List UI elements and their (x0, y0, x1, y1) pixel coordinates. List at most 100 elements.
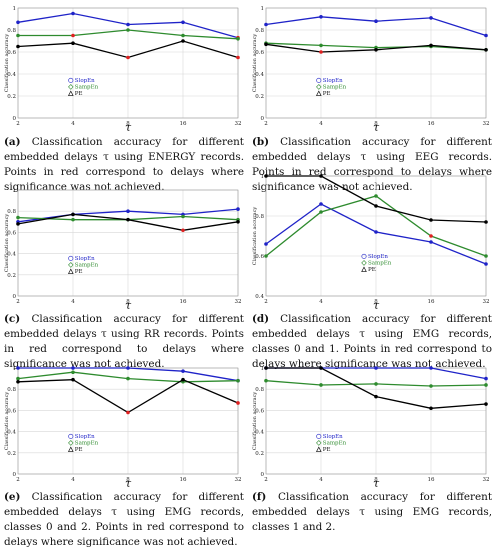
y-axis-label: Classification accuracy (4, 214, 10, 273)
x-tick-label: 4 (71, 299, 75, 305)
y-tick-label: 0 (261, 472, 265, 478)
y-tick-label: 0.6 (7, 230, 16, 236)
data-point-pe (319, 366, 323, 370)
legend-label: PE (75, 447, 83, 453)
legend-label: SlopEn (368, 254, 388, 260)
caption-d: (d) Classification accuracy for differen… (252, 312, 492, 372)
data-point-pe (429, 218, 433, 222)
data-point-sampen (126, 28, 130, 32)
data-point-slopen (181, 20, 185, 25)
data-point-pe (181, 377, 185, 382)
data-point-sampen (181, 33, 185, 38)
x-tick-label: 16 (180, 477, 187, 483)
data-point-slopen (264, 242, 268, 246)
x-tick-label: 4 (319, 121, 323, 127)
data-point-sampen (374, 194, 378, 198)
y-tick-label: 0.4 (7, 430, 16, 436)
y-tick-label: 0.2 (7, 451, 16, 457)
caption-text-d: Classification accuracy for different em… (252, 313, 492, 370)
x-tick-label: 32 (235, 121, 242, 127)
legend-label: PE (75, 91, 83, 97)
legend-diamond-icon (316, 84, 322, 90)
x-axis-label: τ (373, 121, 380, 134)
y-tick-label: 0.6 (255, 50, 264, 56)
y-tick-label: 0 (13, 116, 17, 122)
y-tick-label: 1 (13, 6, 17, 12)
plot-frame (17, 7, 239, 119)
x-tick-label: 8 (126, 299, 130, 305)
chart-c: 0 0.2 0.4 0.6 0.8 1 2 4 8 16 32 τ Classification acc… (4, 188, 242, 312)
data-point-sampen (71, 370, 75, 375)
x-tick-label: 4 (71, 121, 75, 127)
legend-label: SampEn (323, 441, 347, 447)
data-point-pe (16, 222, 20, 226)
x-tick-label: 8 (374, 299, 378, 305)
y-tick-label: 1 (13, 188, 17, 194)
x-tick-label: 8 (374, 477, 378, 483)
legend-circle-icon (68, 433, 74, 439)
caption-text-a: Classification accuracy for different em… (4, 136, 244, 193)
y-axis-label: Classification accuracy (252, 34, 258, 93)
x-tick-label: 2 (264, 121, 268, 127)
data-point-sampen (484, 254, 488, 258)
legend-label: PE (323, 447, 331, 453)
x-tick-label: 16 (428, 121, 435, 127)
y-tick-label: 0 (13, 472, 17, 478)
data-point-sampen (319, 210, 323, 214)
y-tick-label: 0 (13, 294, 17, 300)
grid (265, 175, 487, 297)
x-tick-label: 32 (235, 299, 242, 305)
panel-e: 0 0.2 0.4 0.6 0.8 1 2 4 8 16 32 τ Classification acc… (4, 364, 244, 490)
data-point-sampen (429, 384, 433, 388)
x-tick-label: 8 (374, 121, 378, 127)
data-point-pe (264, 174, 268, 178)
data-point-slopen (319, 15, 323, 19)
data-point-slopen (429, 240, 433, 244)
y-tick-label: 1 (261, 174, 265, 180)
y-tick-label: 0.4 (7, 72, 16, 78)
data-point-pe (374, 204, 378, 208)
panel-d: 0.4 0.6 0.8 1 2 4 8 16 32 τ Classification accurac… (252, 172, 492, 312)
caption-text-f: Classification accuracy for different em… (252, 491, 492, 533)
legend-triangle-icon (316, 446, 322, 452)
y-tick-label: 0.2 (255, 94, 264, 100)
chart-a: 0 0.2 0.4 0.6 0.8 1 2 4 8 16 32 τ Classification acc… (4, 6, 242, 134)
legend-label: SampEn (75, 85, 99, 91)
y-tick-label: 1 (13, 366, 17, 372)
chart-b: 0 0.2 0.4 0.6 0.8 1 2 4 8 16 32 τ Classification acc… (252, 6, 490, 134)
y-tick-label: 0.8 (7, 209, 16, 215)
caption-c: (c) Classification accuracy for differen… (4, 312, 244, 372)
legend-triangle-icon (316, 90, 322, 96)
x-tick-label: 16 (180, 121, 187, 127)
caption-label-f: (f) (252, 491, 267, 503)
data-point-pe (374, 394, 378, 399)
panel-c: 0 0.2 0.4 0.6 0.8 1 2 4 8 16 32 τ Classification acc… (4, 186, 244, 312)
data-point-sampen (374, 382, 378, 386)
legend-triangle-icon (361, 266, 367, 272)
grid (17, 189, 239, 297)
legend-label: SlopEn (75, 256, 95, 262)
legend-label: SampEn (368, 261, 392, 267)
y-tick-label: 0.6 (7, 408, 16, 414)
data-point-pe (484, 220, 488, 224)
data-point-pe (16, 44, 20, 49)
data-point-pe (71, 212, 75, 217)
y-tick-label: 0.8 (7, 387, 16, 393)
data-point-sampen (319, 383, 323, 387)
y-tick-label: 0.4 (255, 430, 264, 436)
data-point-pe (319, 174, 323, 178)
legend-triangle-icon (68, 90, 74, 96)
y-tick-label: 0.4 (255, 294, 264, 300)
x-axis-label: τ (125, 477, 132, 490)
data-point-slopen (71, 11, 75, 16)
x-tick-label: 4 (319, 477, 323, 483)
plot-frame (265, 7, 487, 119)
caption-label-b: (b) (252, 136, 270, 148)
grid (17, 367, 239, 475)
panel-b: 0 0.2 0.4 0.6 0.8 1 2 4 8 16 32 τ Classification acc… (252, 4, 492, 134)
data-point-pe (236, 55, 240, 60)
data-point-slopen (484, 33, 488, 38)
